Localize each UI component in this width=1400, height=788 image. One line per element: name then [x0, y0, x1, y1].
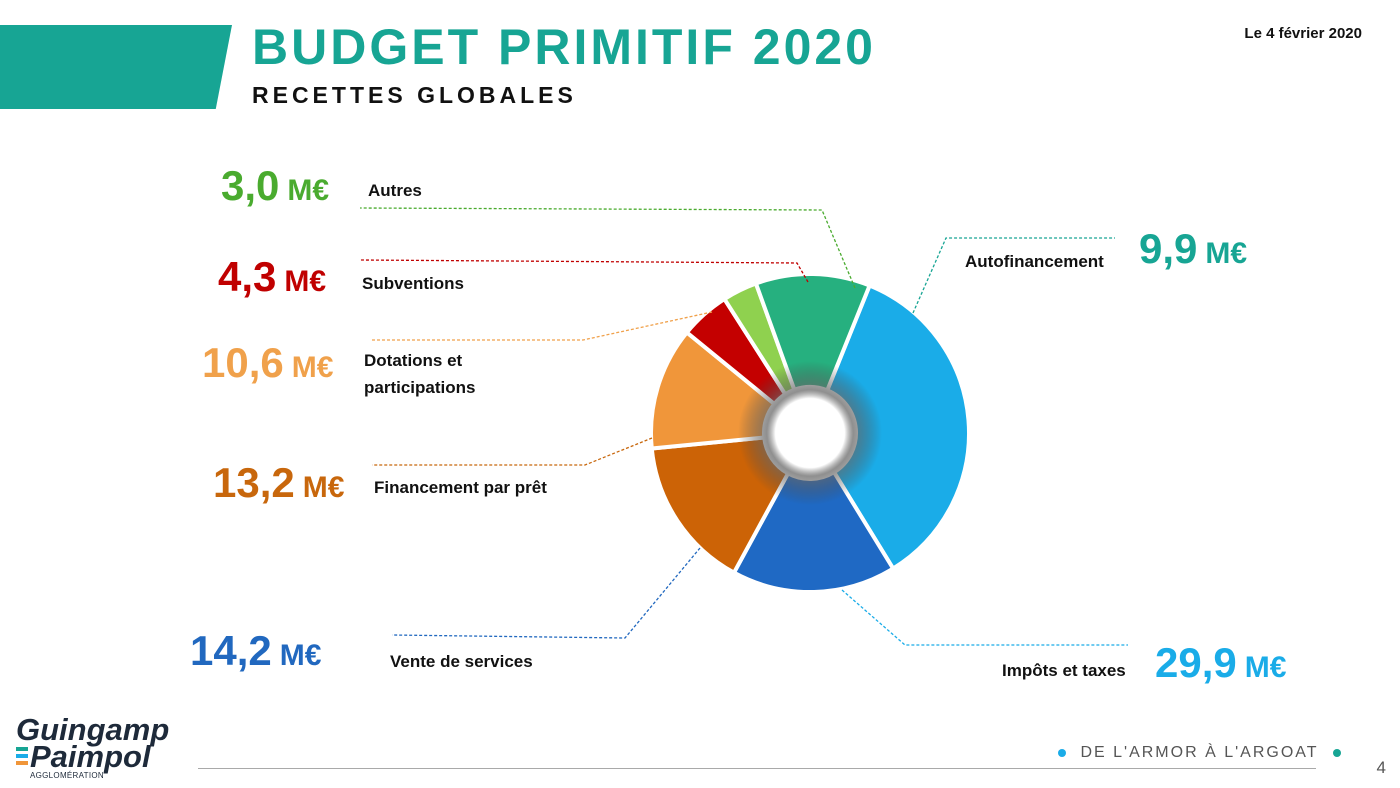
page-number: 4: [1376, 758, 1386, 777]
category-label-6: Autofinancement: [965, 252, 1104, 271]
slogan-dot-left-icon: [1058, 748, 1066, 757]
value-label-1: 14,2 M€: [190, 630, 321, 672]
value-number: 13,2: [213, 459, 295, 506]
value-number: 14,2: [190, 627, 272, 674]
callout-line-0: [841, 589, 1128, 646]
footer-divider: [198, 768, 1316, 769]
value-label-4: 4,3 M€: [218, 256, 326, 298]
logo-line-2: Paimpol: [30, 739, 151, 774]
value-unit: M€: [302, 471, 345, 504]
category-label-1: Vente de services: [390, 652, 533, 671]
callout-line-4: [359, 259, 809, 283]
value-unit: M€: [1205, 237, 1248, 270]
callout-line-1: [391, 547, 701, 639]
value-label-3: 10,6 M€: [202, 342, 333, 384]
page-title: BUDGET PRIMITIF 2020: [252, 19, 876, 75]
callout-line-5: [359, 207, 856, 289]
value-number: 4,3: [218, 253, 277, 300]
category-label-2: Financement par prêt: [374, 478, 547, 497]
category-label-3: Dotations et participations: [364, 351, 476, 397]
value-unit: M€: [284, 265, 327, 298]
callout-line-6: [912, 237, 1115, 314]
value-label-5: 3,0 M€: [221, 165, 329, 207]
value-unit: M€: [1244, 651, 1287, 684]
category-label-4: Subventions: [362, 274, 465, 293]
logo-line-3: AGGLOMÉRATION: [30, 771, 104, 780]
value-number: 9,9: [1139, 225, 1198, 272]
guingamp-paimpol-logo: Guingamp Paimpol AGGLOMÉRATION: [16, 714, 176, 780]
donut-hole: [738, 361, 882, 505]
footer-slogan: DE L'ARMOR À L'ARGOAT: [1058, 744, 1341, 762]
value-number: 10,6: [202, 339, 284, 386]
logo-line-1: Guingamp: [16, 712, 170, 747]
slogan-dot-right-icon: [1332, 748, 1341, 757]
value-label-6: 9,9 M€: [1139, 228, 1247, 270]
value-number: 3,0: [221, 162, 280, 209]
page-subtitle: RECETTES GLOBALES: [252, 82, 577, 108]
header-banner: [0, 25, 232, 109]
category-label-5: Autres: [368, 181, 422, 200]
date-label: Le 4 février 2020: [1244, 25, 1362, 42]
value-unit: M€: [287, 174, 330, 207]
callout-line-2: [372, 437, 653, 466]
value-label-0: 29,9 M€: [1155, 642, 1286, 684]
value-unit: M€: [291, 351, 334, 384]
value-unit: M€: [279, 639, 322, 672]
slogan-text: DE L'ARMOR À L'ARGOAT: [1080, 744, 1319, 761]
logo-stripes: [16, 747, 28, 768]
value-label-2: 13,2 M€: [213, 462, 344, 504]
category-label-0: Impôts et taxes: [1002, 661, 1126, 680]
value-number: 29,9: [1155, 639, 1237, 686]
callout-line-3: [370, 311, 713, 341]
